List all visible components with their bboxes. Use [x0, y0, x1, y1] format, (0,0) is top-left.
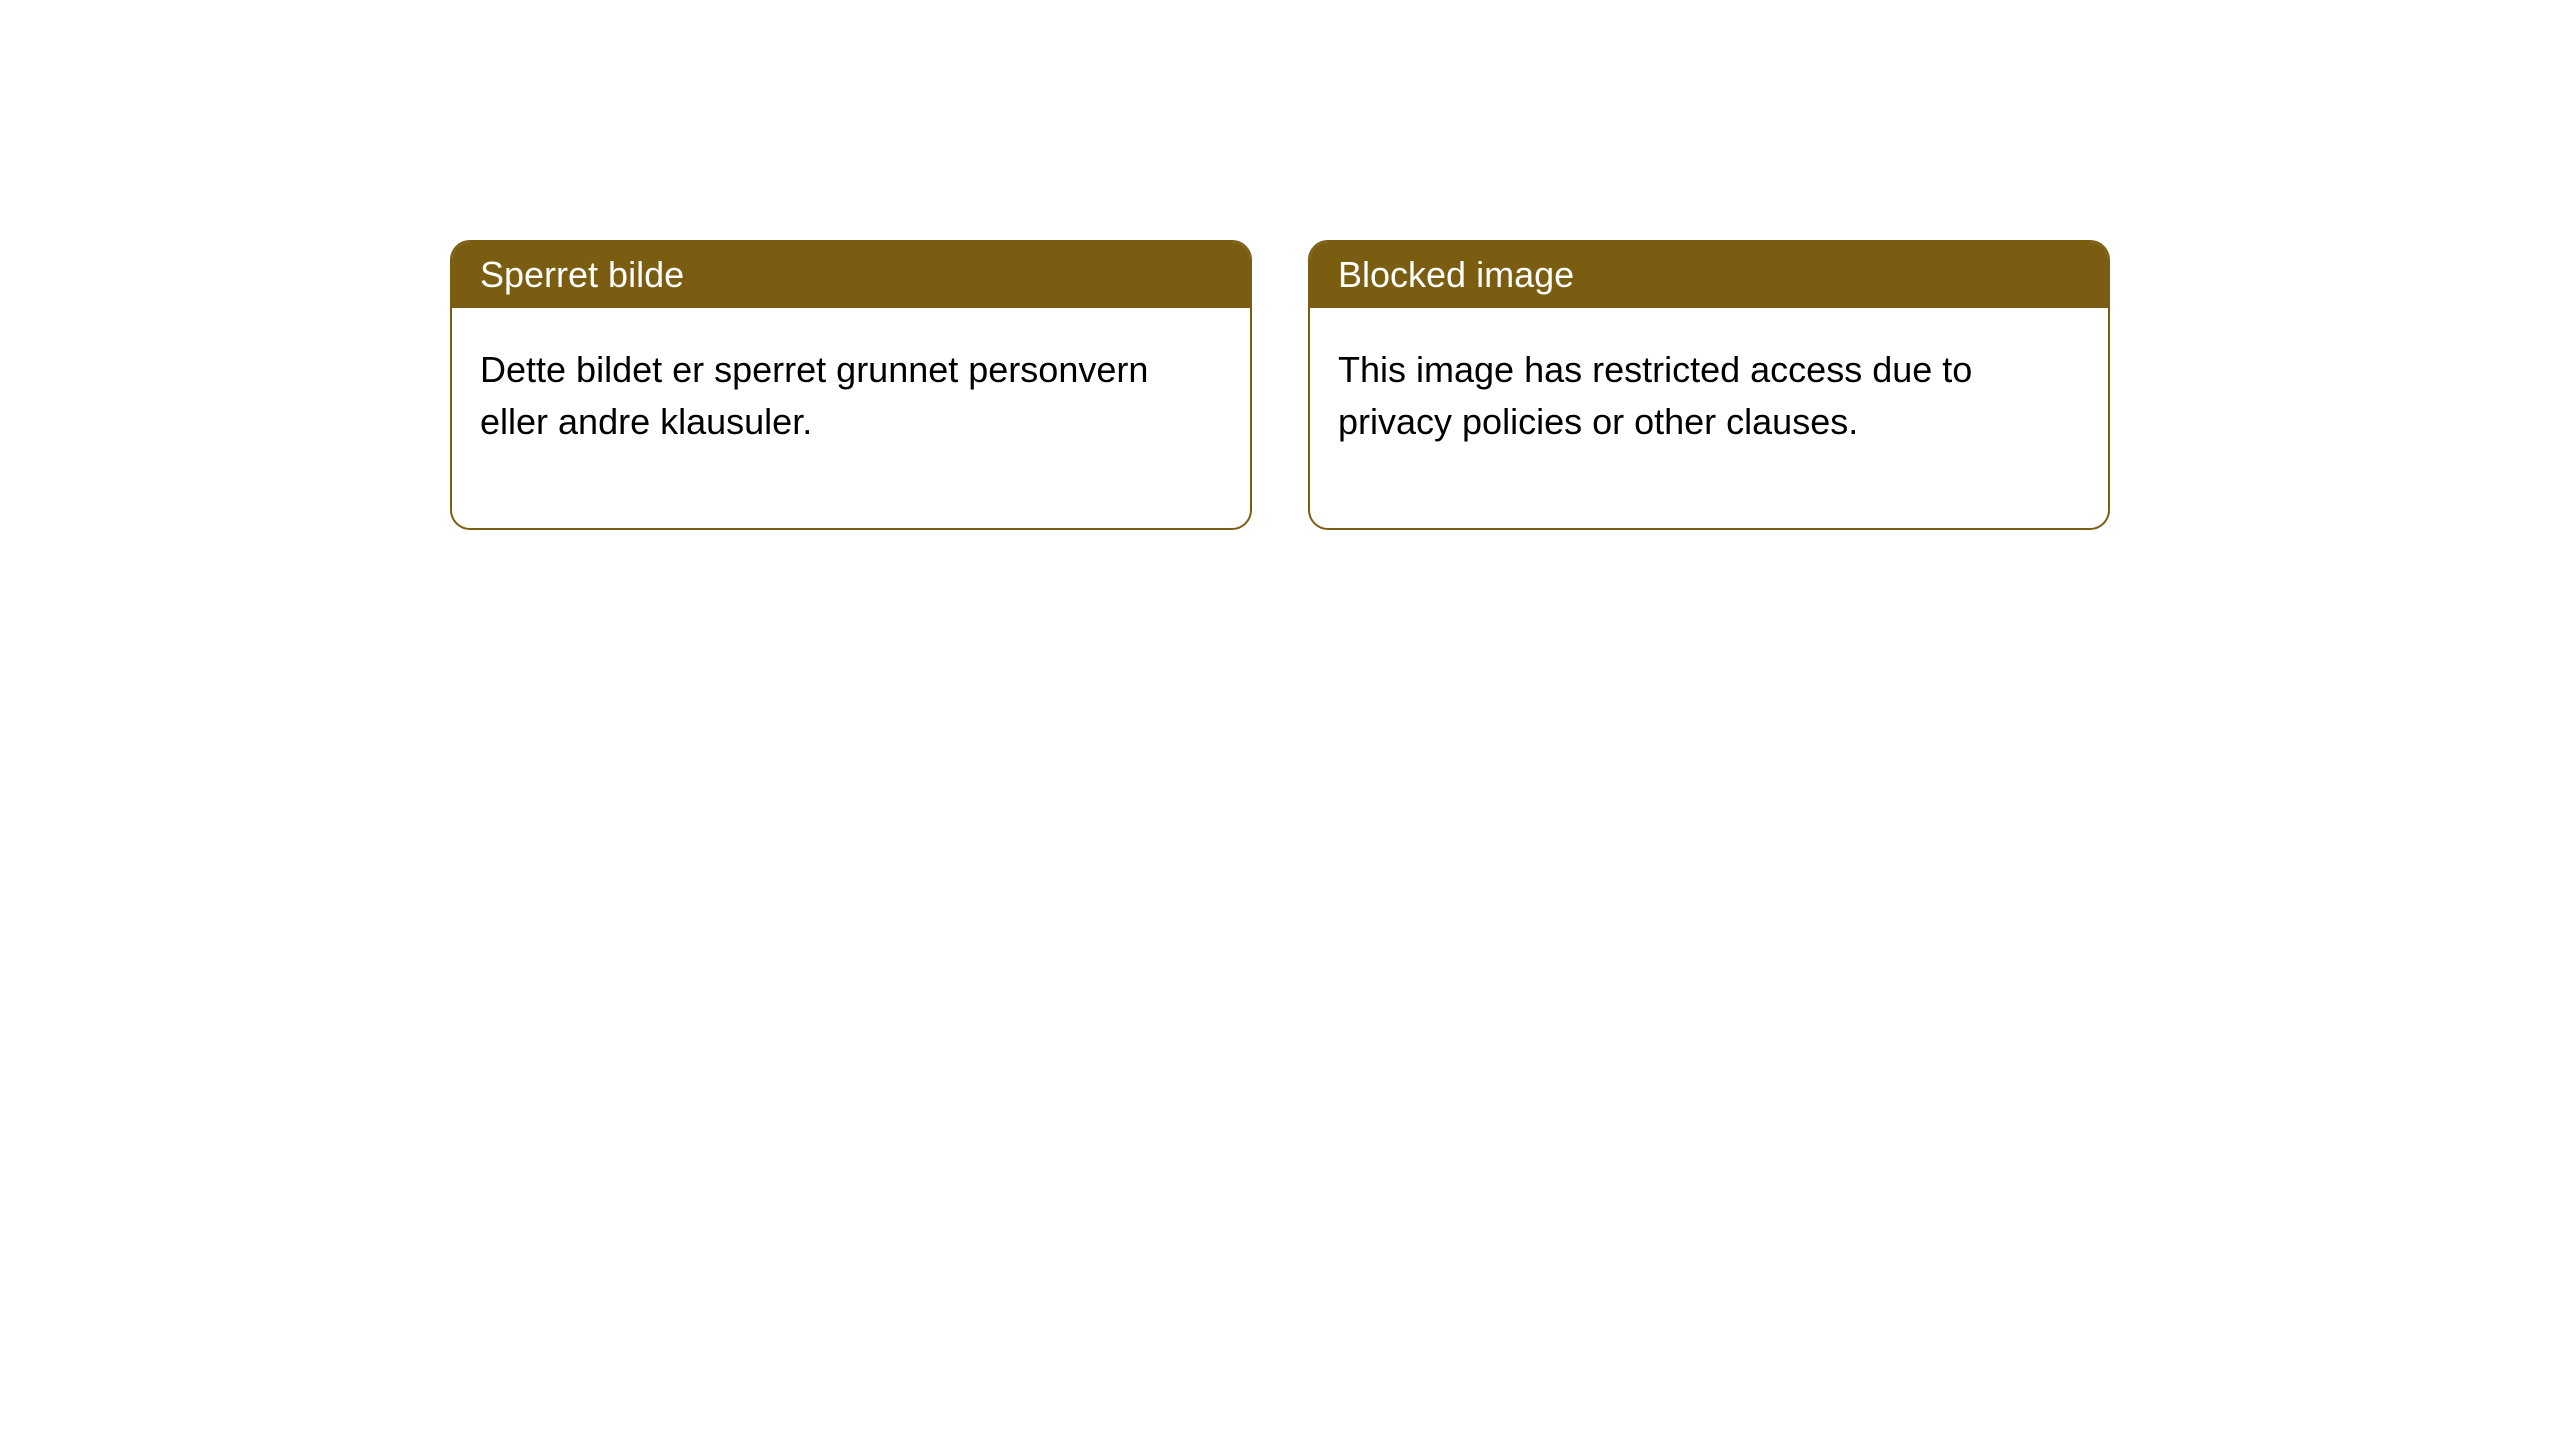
card-norwegian: Sperret bilde Dette bildet er sperret gr…	[450, 240, 1252, 530]
card-norwegian-header: Sperret bilde	[452, 242, 1250, 308]
card-english-header: Blocked image	[1310, 242, 2108, 308]
card-english: Blocked image This image has restricted …	[1308, 240, 2110, 530]
card-norwegian-body: Dette bildet er sperret grunnet personve…	[452, 308, 1250, 528]
card-english-body: This image has restricted access due to …	[1310, 308, 2108, 528]
blocked-image-notices: Sperret bilde Dette bildet er sperret gr…	[450, 240, 2110, 530]
